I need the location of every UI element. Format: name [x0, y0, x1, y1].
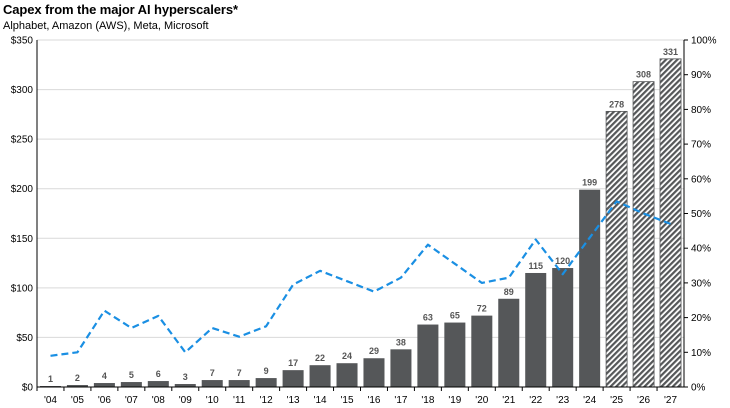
- bar-data-label: 17: [288, 358, 298, 368]
- bar-data-label: 89: [504, 287, 514, 297]
- bar: [336, 363, 358, 387]
- bar-data-label: 22: [315, 353, 325, 363]
- x-tick-label: '24: [583, 395, 596, 406]
- x-tick-label: '14: [314, 395, 327, 406]
- bar-data-label: 331: [663, 47, 678, 57]
- bar-data-label: 7: [237, 368, 242, 378]
- bar: [552, 268, 574, 387]
- bar-data-label: 9: [264, 366, 269, 376]
- y-right-tick-label: 20%: [691, 313, 711, 324]
- bar-data-label: 38: [396, 337, 406, 347]
- chart-title: Capex from the major AI hyperscalers*: [3, 2, 238, 17]
- bar-data-label: 2: [75, 373, 80, 383]
- bar-data-label: 199: [582, 178, 597, 188]
- bar-data-label: 6: [156, 369, 161, 379]
- y-right-tick-label: 100%: [691, 36, 717, 47]
- bar: [471, 315, 493, 387]
- x-tick-label: '20: [475, 395, 488, 406]
- bar: [282, 370, 304, 387]
- bar-data-label: 72: [477, 304, 487, 314]
- bar: [417, 324, 439, 387]
- x-tick-label: '23: [556, 395, 569, 406]
- bar-data-label: 65: [450, 311, 460, 321]
- bar: [309, 365, 331, 387]
- bar: [444, 322, 466, 387]
- x-tick-label: '16: [367, 395, 380, 406]
- bar-data-label: 7: [210, 368, 215, 378]
- bar-data-label: 278: [609, 99, 624, 109]
- y-left-tick-label: $250: [11, 135, 34, 146]
- bar: [120, 382, 142, 387]
- bar: [174, 384, 196, 387]
- x-tick-label: '27: [664, 395, 677, 406]
- bar: [93, 383, 115, 387]
- y-right-tick-label: 30%: [691, 278, 711, 289]
- y-left-tick-label: $150: [11, 234, 34, 245]
- y-right-tick-label: 50%: [691, 209, 711, 220]
- bar: [390, 349, 412, 387]
- y-left-tick-label: $100: [11, 283, 34, 294]
- bar: [255, 378, 277, 387]
- y-left-tick-label: $350: [11, 36, 34, 47]
- y-left-tick-label: $200: [11, 184, 34, 195]
- bar-data-label: 24: [342, 351, 352, 361]
- bar-data-label: 120: [555, 256, 570, 266]
- x-tick-label: '15: [340, 395, 353, 406]
- x-tick-label: '26: [637, 395, 650, 406]
- x-tick-label: '05: [71, 395, 84, 406]
- y-left-tick-label: $300: [11, 85, 34, 96]
- projected-bar: [605, 110, 628, 388]
- y-right-tick-label: 40%: [691, 244, 711, 255]
- x-tick-label: '18: [421, 395, 434, 406]
- bar: [579, 189, 601, 387]
- bar-data-label: 29: [369, 346, 379, 356]
- y-right-tick-label: 10%: [691, 348, 711, 359]
- x-tick-label: '07: [125, 395, 138, 406]
- x-tick-label: '13: [287, 395, 300, 406]
- y-right-tick-label: 0%: [691, 383, 706, 394]
- x-tick-label: '25: [610, 395, 623, 406]
- share-line-series: [50, 200, 671, 357]
- x-tick-label: '08: [152, 395, 165, 406]
- x-tick-label: '19: [448, 395, 461, 406]
- x-tick-label: '06: [98, 395, 111, 406]
- bar: [228, 380, 250, 387]
- y-left-tick-label: $0: [22, 383, 34, 394]
- x-tick-label: '11: [233, 395, 246, 406]
- y-right-tick-label: 70%: [691, 140, 711, 151]
- bar-data-label: 5: [129, 370, 134, 380]
- y-right-tick-label: 60%: [691, 174, 711, 185]
- chart-subtitle: Alphabet, Amazon (AWS), Meta, Microsoft: [3, 20, 209, 32]
- bar-data-label: 4: [102, 371, 107, 381]
- x-tick-label: '21: [502, 395, 515, 406]
- bar-data-label: 308: [636, 70, 651, 80]
- y-right-tick-label: 80%: [691, 105, 711, 116]
- x-tick-label: '09: [179, 395, 192, 406]
- bar: [147, 381, 169, 387]
- y-right-tick-label: 90%: [691, 70, 711, 81]
- bar: [363, 358, 385, 387]
- bar: [201, 380, 223, 387]
- bar-data-label: 1: [48, 374, 53, 384]
- x-tick-label: '10: [206, 395, 219, 406]
- bar-data-label: 115: [528, 261, 543, 271]
- x-tick-label: '12: [260, 395, 273, 406]
- y-left-tick-label: $50: [16, 333, 33, 344]
- bar: [498, 298, 520, 387]
- x-tick-label: '17: [394, 395, 407, 406]
- projected-bar: [632, 81, 655, 388]
- x-tick-label: '22: [529, 395, 542, 406]
- x-tick-label: '04: [44, 395, 57, 406]
- bar-data-label: 3: [183, 372, 188, 382]
- bar-data-label: 63: [423, 313, 433, 323]
- bar: [66, 385, 88, 387]
- bar: [525, 272, 547, 387]
